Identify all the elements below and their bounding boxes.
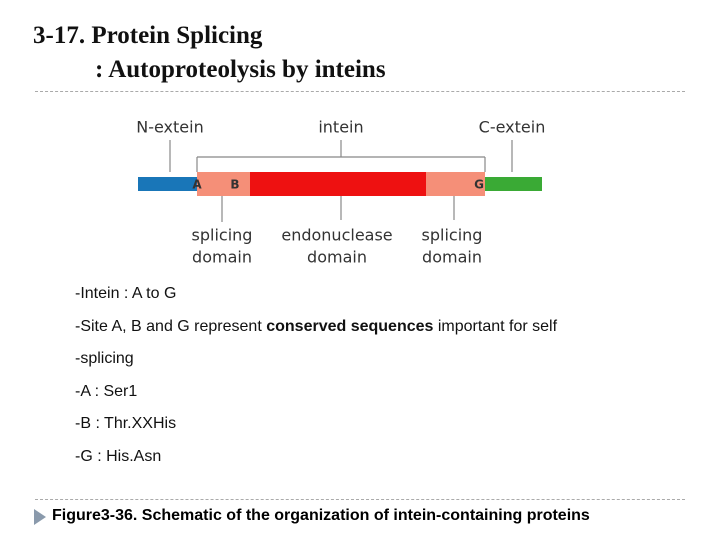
- n-extein: [138, 177, 197, 191]
- label: splicing: [422, 226, 483, 245]
- intein-diagram: N-extein intein C-extein A B G splicing …: [136, 118, 546, 267]
- separator: [35, 91, 685, 92]
- bullet: [34, 509, 46, 525]
- label: splicing: [192, 226, 253, 245]
- note: -G : His.Asn: [75, 448, 162, 465]
- label: intein: [318, 118, 363, 137]
- text: important for self: [433, 318, 558, 335]
- subtitle: : Autoproteolysis by inteins: [95, 56, 386, 83]
- note: -Intein : A to G: [75, 285, 177, 302]
- note: -A : Ser1: [75, 383, 138, 400]
- label: endonuclease: [281, 226, 392, 245]
- site: A: [192, 178, 202, 192]
- label: domain: [192, 248, 252, 267]
- endonuclease-domain: [250, 172, 426, 196]
- note: -B : Thr.XXHis: [75, 415, 177, 432]
- c-extein: [485, 177, 542, 191]
- label: N-extein: [136, 118, 203, 137]
- label: C-extein: [479, 118, 546, 137]
- splicing-domain: [197, 172, 250, 196]
- note: -splicing: [75, 350, 134, 367]
- label: domain: [422, 248, 482, 267]
- label: domain: [307, 248, 367, 267]
- text: -Site A, B and G represent: [75, 318, 267, 335]
- site: B: [230, 178, 239, 192]
- emphasis: conserved sequences: [266, 318, 434, 335]
- separator: [35, 499, 685, 500]
- splicing-domain: [426, 172, 485, 196]
- caption: Figure3-36. Schematic of the organizatio…: [52, 507, 590, 524]
- note: -Site A, B and G represent conserved seq…: [75, 318, 557, 336]
- title: 3-17. Protein Splicing: [33, 22, 263, 49]
- site: G: [474, 178, 484, 192]
